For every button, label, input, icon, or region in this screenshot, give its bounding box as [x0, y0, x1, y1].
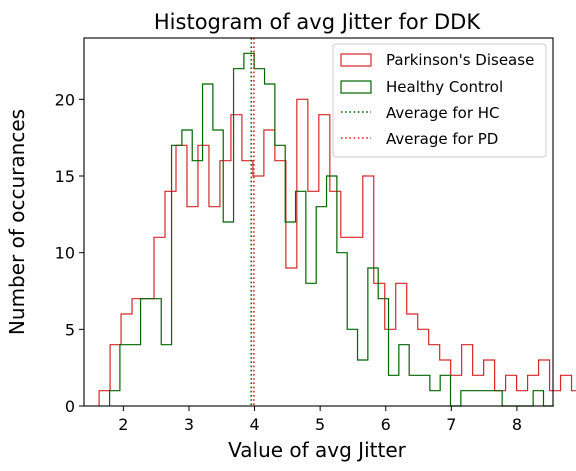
- x-tick-label: 7: [446, 415, 456, 434]
- x-axis-label: Value of avg Jitter: [228, 438, 407, 462]
- legend-label-average-hc: Average for HC: [386, 104, 500, 122]
- x-tick-label: 5: [315, 415, 325, 434]
- x-tick-label: 4: [249, 415, 259, 434]
- legend-swatch-healthy: [340, 80, 372, 94]
- x-axis: 2 3 4 5 6 7 8: [118, 406, 522, 434]
- x-tick-label: 8: [512, 415, 522, 434]
- x-tick-label: 6: [381, 415, 391, 434]
- y-axis-label: Number of occurances: [5, 109, 29, 335]
- y-tick-label: 5: [65, 320, 75, 339]
- y-tick-label: 10: [55, 244, 75, 263]
- legend-swatch-parkinsons: [340, 53, 372, 67]
- chart-title: Histogram of avg Jitter for DDK: [154, 10, 481, 34]
- histogram-series-parkinsons: [98, 98, 576, 406]
- legend-box: [332, 43, 547, 158]
- legend: Parkinson's Disease Healthy Control Aver…: [332, 43, 547, 158]
- average-lines: [250, 38, 255, 406]
- y-tick-label: 15: [55, 167, 75, 186]
- plot-frame: [83, 37, 554, 407]
- y-tick-label: 0: [65, 397, 75, 416]
- x-tick-label: 3: [184, 415, 194, 434]
- x-tick-label: 2: [118, 415, 128, 434]
- y-tick-label: 20: [55, 90, 75, 109]
- y-axis: 0 5 10 15 20: [55, 90, 84, 416]
- legend-label-average-pd: Average for PD: [386, 130, 498, 148]
- legend-label-healthy: Healthy Control: [386, 78, 503, 96]
- legend-label-parkinsons: Parkinson's Disease: [386, 51, 534, 69]
